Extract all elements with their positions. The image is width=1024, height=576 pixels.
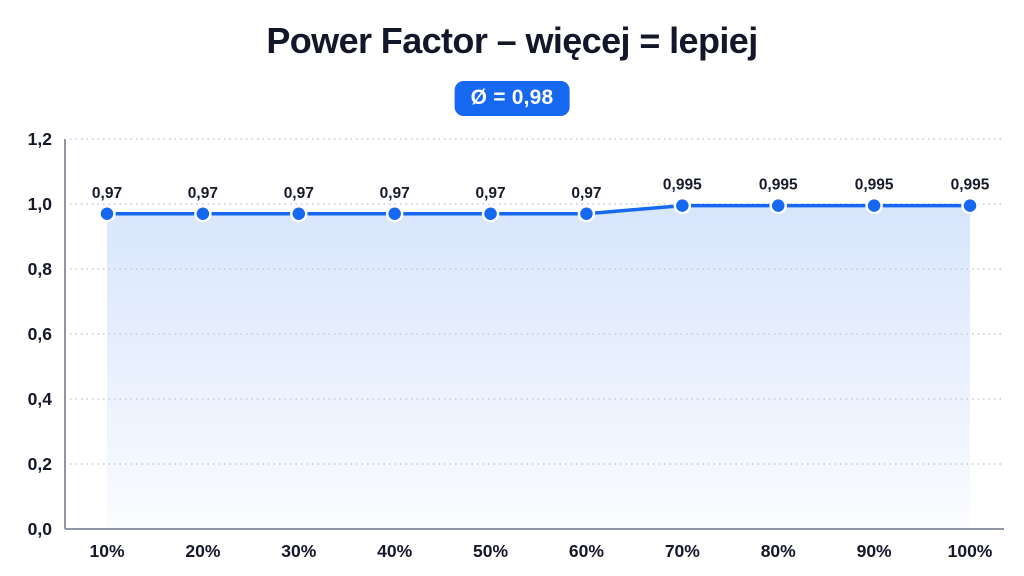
data-label: 0,995 [855,177,894,194]
data-label: 0,97 [475,185,505,202]
y-tick-label: 1,2 [28,129,53,149]
data-label: 0,995 [759,177,798,194]
x-tick-label: 80% [761,541,796,561]
y-tick-label: 0,4 [28,389,53,409]
y-tick-label: 0,0 [28,519,53,539]
y-tick-label: 0,6 [28,324,53,344]
data-point [194,205,212,223]
x-tick-label: 20% [185,541,220,561]
data-point [385,205,404,223]
x-tick-label: 30% [281,541,316,561]
data-label: 0,97 [92,185,122,202]
data-label: 0,995 [951,177,990,194]
y-tick-label: 0,8 [28,259,53,279]
chart-title: Power Factor – więcej = lepiej [266,20,758,61]
y-tick-label: 0,2 [28,454,53,474]
data-point [769,196,787,215]
y-tick-label: 1,0 [28,194,53,214]
data-point [961,196,979,215]
data-point [98,205,116,223]
area-fill [107,205,970,529]
average-badge: Ø = 0,98 [454,81,570,116]
data-point [865,196,883,215]
data-point [290,205,308,223]
x-tick-label: 50% [473,541,508,561]
x-tick-label: 90% [857,541,892,561]
x-tick-label: 70% [665,541,700,561]
x-tick-label: 100% [948,541,993,561]
data-label: 0,97 [284,185,314,202]
data-point [673,196,692,215]
data-label: 0,97 [188,185,218,202]
x-tick-label: 60% [569,541,604,561]
x-tick-label: 40% [377,541,412,561]
x-tick-label: 10% [89,541,124,561]
data-label: 0,97 [571,185,601,202]
data-point [577,205,596,223]
average-badge-label: Ø = 0,98 [470,86,554,109]
series-line [105,203,972,216]
data-label: 0,995 [663,177,702,194]
data-label: 0,97 [380,185,410,202]
data-point [481,205,500,223]
